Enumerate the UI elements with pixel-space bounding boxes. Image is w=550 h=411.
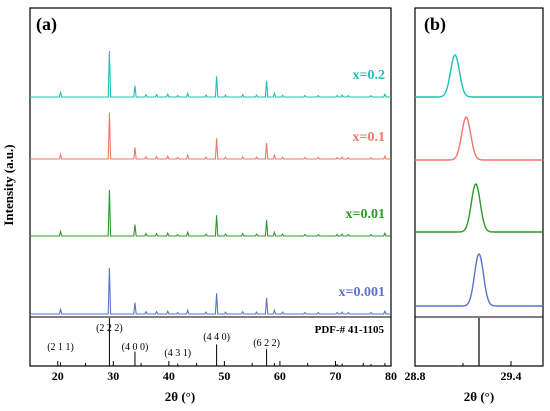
panel-a-series-labels: x=0.2 x=0.1 x=0.01 x=0.001 <box>339 68 385 300</box>
series-trace-x=0.001 <box>30 267 391 315</box>
x-tick-label-20: 20 <box>52 369 64 383</box>
series-label-x=0.1: x=0.1 <box>353 130 385 145</box>
zoom-peak-x=0.1 <box>415 116 543 161</box>
panel-a-reference: (2 1 1) (2 2 2) (4 0 0) (4 3 1) (4 4 0) (6 2 … <box>47 318 386 366</box>
panel-a-x-axis-label: 2θ (°) <box>165 389 195 404</box>
x-tick-label-30: 30 <box>107 369 119 383</box>
panel-a-label: (a) <box>36 14 57 35</box>
series-label-x=0.01: x=0.01 <box>346 207 385 222</box>
zoom-x-tick-label-28.8: 28.8 <box>405 369 426 383</box>
panel-b-frame <box>414 7 544 367</box>
x-tick-label-40: 40 <box>163 369 175 383</box>
hkl-label: (2 1 1) <box>47 342 74 353</box>
hkl-label: (4 0 0) <box>122 342 149 353</box>
series-label-x=0.2: x=0.2 <box>353 68 385 83</box>
panel-a-frame <box>29 7 392 367</box>
series-trace-x=0.2 <box>30 50 391 98</box>
hkl-label: (4 3 1) <box>164 348 191 359</box>
hkl-label: (6 2 2) <box>253 338 280 349</box>
zoom-peak-x=0.001 <box>415 253 543 307</box>
panel-a-x-axis: 20 30 40 50 60 70 80 <box>52 361 397 383</box>
x-tick-label-70: 70 <box>329 369 341 383</box>
panel-b-traces <box>415 54 543 307</box>
x-tick-label-50: 50 <box>218 369 230 383</box>
panel-b-x-axis: 28.8 29.4 <box>405 361 522 383</box>
series-label-x=0.001: x=0.001 <box>339 285 385 300</box>
panel-a-traces <box>30 50 391 315</box>
x-tick-label-60: 60 <box>274 369 286 383</box>
zoom-peak-x=0.2 <box>415 54 543 98</box>
zoom-x-tick-label-29.4: 29.4 <box>501 369 522 383</box>
series-trace-x=0.01 <box>30 189 391 237</box>
series-trace-x=0.1 <box>30 112 391 160</box>
panel-b-label: (b) <box>424 14 446 35</box>
hkl-label: (4 4 0) <box>203 332 230 343</box>
zoom-peak-x=0.01 <box>415 183 543 233</box>
panel-b-x-axis-label: 2θ (°) <box>464 389 494 404</box>
reference-label: PDF-# 41-1105 <box>315 324 385 336</box>
y-axis-label: Intensity (a.u.) <box>1 144 16 225</box>
x-tick-label-80: 80 <box>385 369 397 383</box>
hkl-label: (2 2 2) <box>96 323 123 334</box>
